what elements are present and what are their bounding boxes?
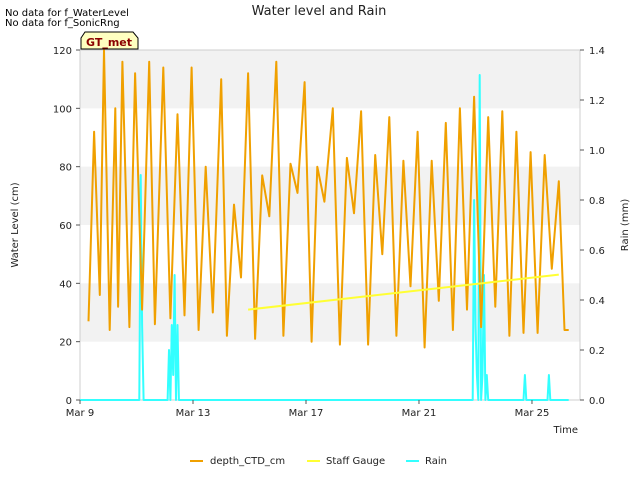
y-tick-label: 100 <box>53 104 72 115</box>
y2-tick-label: 1.0 <box>589 146 605 157</box>
x-tick-label: Mar 21 <box>402 408 437 419</box>
axes-layer: 0 20 40 60 80 100 120 0.0 0.2 0.4 0.6 0.8 1.0 1.2 1.4 M… <box>53 46 605 419</box>
legend-label-staff: Staff Gauge <box>326 456 385 467</box>
x-axis-label: Time <box>553 425 578 436</box>
y2-tick-label: 0.8 <box>589 196 605 207</box>
legend: depth_CTD_cm Staff Gauge Rain <box>190 456 447 467</box>
y2-tick-label: 0.6 <box>589 246 605 257</box>
y-tick-label: 80 <box>59 163 72 174</box>
background-band <box>80 50 580 109</box>
series-line-staff-gauge <box>247 273 559 311</box>
y2-axis-label: Rain (mm) <box>620 199 631 252</box>
y2-tick-label: 1.4 <box>589 46 605 57</box>
background-band <box>80 166 580 225</box>
y-tick-label: 40 <box>59 279 72 290</box>
chart-title: Water level and Rain <box>252 4 387 19</box>
y2-tick-label: 0.0 <box>589 396 605 407</box>
y-tick-label: 0 <box>66 396 72 407</box>
y-tick-label: 60 <box>59 221 72 232</box>
series-layer <box>80 49 569 401</box>
y2-tick-label: 0.4 <box>589 296 605 307</box>
y2-tick-label: 1.2 <box>589 96 605 107</box>
x-tick-label: Mar 25 <box>515 408 550 419</box>
series-line-rain <box>80 74 569 401</box>
no-data-note-sonic-rng: No data for f_SonicRng <box>5 18 120 29</box>
series-line-depth-ctd-cm <box>87 49 569 349</box>
y-axis-label: Water Level (cm) <box>10 182 21 267</box>
y-tick-label: 120 <box>53 46 72 57</box>
x-tick-label: Mar 17 <box>289 408 324 419</box>
y2-tick-label: 0.2 <box>589 346 605 357</box>
legend-label-rain: Rain <box>425 456 447 467</box>
legend-label-depth: depth_CTD_cm <box>210 456 285 467</box>
x-tick-label: Mar 13 <box>176 408 211 419</box>
no-data-note-water-level: No data for f_WaterLevel <box>5 8 129 19</box>
y-tick-label: 20 <box>59 338 72 349</box>
x-tick-label: Mar 9 <box>66 408 94 419</box>
site-tag-label: GT_met <box>86 36 132 49</box>
site-tag: GT_met <box>80 31 139 50</box>
background-bands <box>80 50 580 342</box>
